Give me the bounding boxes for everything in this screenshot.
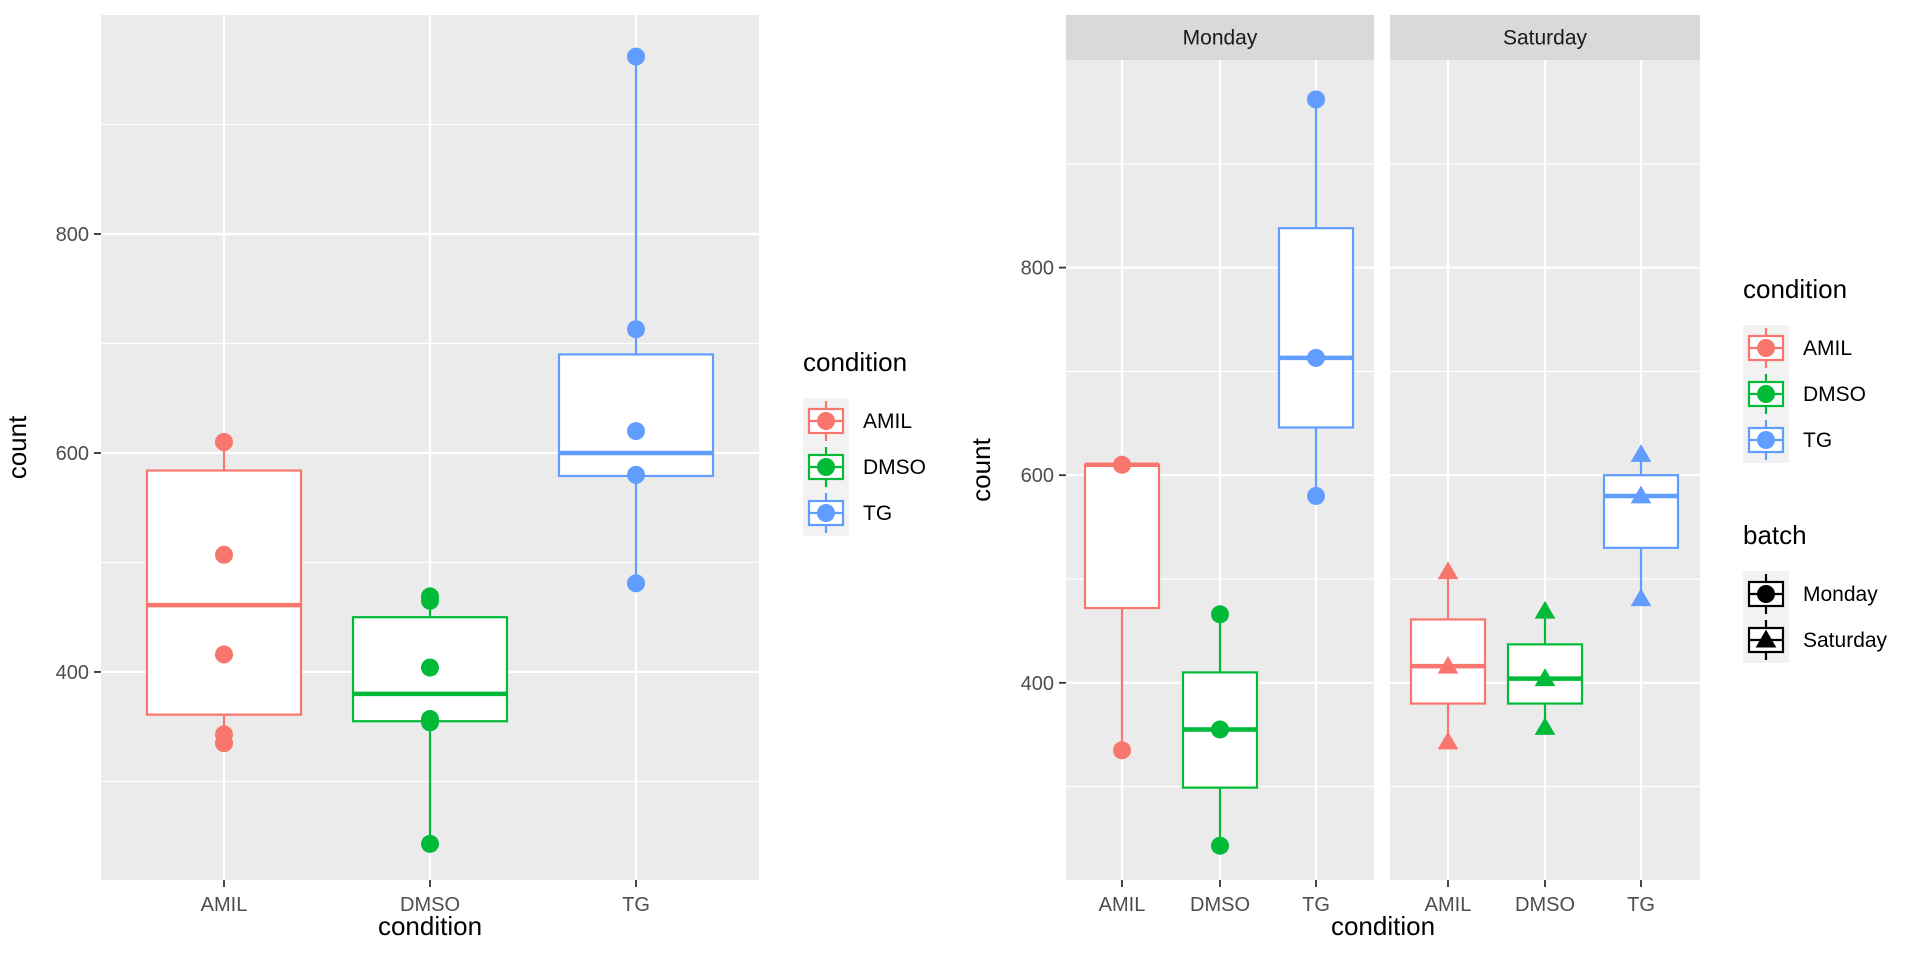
data-point (1437, 561, 1459, 580)
legend-key-circle (817, 412, 835, 430)
chart-2-panel-1: Monday AMIL DMSO TG 400 600 800 (1021, 15, 1374, 916)
facet-strip (1066, 15, 1374, 60)
box-tg (1602, 444, 1680, 607)
data-point (1630, 444, 1652, 462)
data-point (1113, 741, 1131, 760)
box-body (1506, 643, 1584, 705)
data-point (1630, 588, 1652, 607)
data-point (1534, 600, 1556, 619)
legend-label: Monday (1803, 583, 1878, 606)
data-point (627, 320, 645, 339)
data-point (421, 713, 439, 732)
legend-label: DMSO (1803, 383, 1866, 406)
legend: condition AMIL DMSO TG (803, 347, 926, 536)
legend-label: DMSO (863, 456, 926, 479)
data-point (1437, 731, 1459, 750)
data-point (1534, 668, 1556, 687)
data-point (627, 574, 645, 593)
data-point (1307, 90, 1325, 109)
data-point (627, 47, 645, 66)
x-tick-label: DMSO (400, 894, 460, 916)
legend-key-circle (817, 504, 835, 522)
legend-label: AMIL (863, 410, 912, 433)
box-body (1277, 227, 1355, 429)
facet-strip (1390, 15, 1700, 60)
legend-label: Saturday (1803, 629, 1888, 652)
box-amil (1409, 561, 1487, 750)
y-tick-label: 600 (1021, 465, 1054, 487)
data-point (421, 658, 439, 677)
x-tick-label: AMIL (1099, 894, 1146, 916)
x-tick-label: AMIL (201, 894, 248, 916)
box-dmso (1506, 600, 1584, 735)
data-point (215, 433, 233, 452)
data-point (1211, 836, 1229, 855)
box-dmso (1181, 605, 1259, 855)
data-point (627, 465, 645, 484)
chart-2: Monday AMIL DMSO TG 400 600 800 Saturday AMIL DMS… (966, 15, 1888, 941)
box-amil (1083, 455, 1161, 760)
data-point (1534, 717, 1556, 735)
x-tick-label: DMSO (1515, 894, 1575, 916)
box-tg (1277, 90, 1355, 505)
legend-key-circle (1757, 385, 1775, 403)
x-tick-label: AMIL (1425, 894, 1472, 916)
legend-key-triangle (1755, 629, 1777, 648)
y-tick-label: 800 (56, 224, 89, 246)
legend-title: condition (1743, 274, 1847, 304)
x-tick-label: DMSO (1190, 894, 1250, 916)
x-tick-label: TG (622, 894, 650, 916)
data-point (1307, 348, 1325, 367)
legend-key-circle (1757, 339, 1775, 357)
data-point (215, 545, 233, 564)
data-point (421, 834, 439, 853)
legend-title: batch (1743, 520, 1807, 550)
chart-1-panel-1: AMIL DMSO TG 400 600 800 (56, 15, 759, 916)
x-tick-label: TG (1627, 894, 1655, 916)
facet-strip-label: Monday (1183, 27, 1258, 50)
legend: condition AMIL DMSO TG batch Monday Saturday (1743, 274, 1888, 663)
box-dmso (351, 587, 509, 853)
data-point (1437, 655, 1459, 674)
y-tick-label: 400 (1021, 673, 1054, 695)
data-point (1211, 720, 1229, 739)
x-axis-title: condition (378, 911, 482, 941)
legend-label: AMIL (1803, 337, 1852, 360)
box-body (1083, 463, 1161, 610)
data-point (1113, 455, 1131, 474)
facet-strip-label: Saturday (1503, 27, 1588, 50)
box-tg (557, 47, 715, 593)
box-body (557, 353, 715, 478)
data-point (1630, 485, 1652, 504)
y-tick-label: 600 (56, 443, 89, 465)
x-axis-title: condition (1331, 911, 1435, 941)
legend-title: condition (803, 347, 907, 377)
y-axis-title: count (2, 415, 32, 479)
box-body (145, 469, 303, 716)
legend-label: TG (1803, 429, 1832, 452)
legend-key-circle (817, 458, 835, 476)
y-axis-title: count (966, 437, 996, 501)
box-amil (145, 433, 303, 753)
legend-key-circle (1757, 431, 1775, 449)
legend-key-circle (1757, 585, 1775, 603)
legend-label: TG (863, 502, 892, 525)
x-tick-label: TG (1302, 894, 1330, 916)
data-point (215, 734, 233, 753)
data-point (421, 591, 439, 610)
data-point (1307, 486, 1325, 505)
data-point (627, 422, 645, 441)
y-tick-label: 800 (1021, 258, 1054, 280)
chart-1: AMIL DMSO TG 400 600 800 condition count conditi… (2, 15, 926, 941)
data-point (215, 645, 233, 664)
data-point (1211, 605, 1229, 624)
y-tick-label: 400 (56, 662, 89, 684)
chart-2-panel-2: Saturday AMIL DMSO TG (1390, 15, 1700, 916)
